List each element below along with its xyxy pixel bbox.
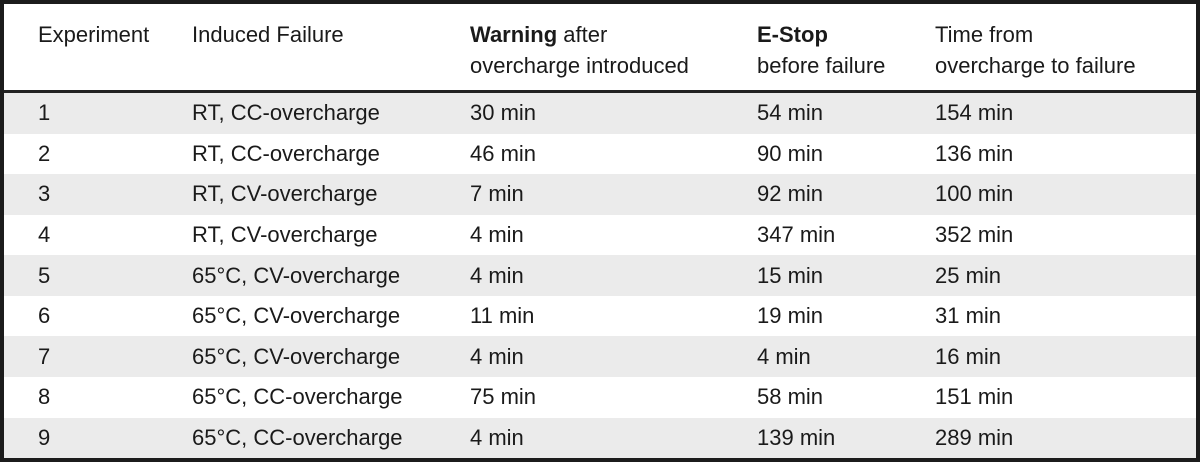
cell-estop: 139 min xyxy=(757,424,836,450)
cell-warning: 4 min xyxy=(470,343,524,369)
cell-estop: 90 min xyxy=(757,140,824,166)
table-row: 6 65°C, CV-overcharge 11 min 19 min 31 m… xyxy=(4,295,1196,337)
cell-time: 136 min xyxy=(935,140,1014,166)
cell-induced-failure: RT, CV-overcharge xyxy=(192,181,378,207)
cell-experiment: 9 xyxy=(38,424,51,450)
cell-warning: 7 min xyxy=(470,181,524,207)
table-body: 1 RT, CC-overcharge 30 min 54 min 154 mi… xyxy=(4,93,1196,458)
cell-experiment: 3 xyxy=(38,181,51,207)
cell-estop: 54 min xyxy=(757,100,824,126)
cell-warning: 75 min xyxy=(470,384,537,410)
cell-time: 154 min xyxy=(935,100,1014,126)
cell-estop: 4 min xyxy=(757,343,811,369)
header-cell-time: Time from overcharge to failure xyxy=(935,19,1196,90)
table-row: 5 65°C, CV-overcharge 4 min 15 min 25 mi… xyxy=(4,255,1196,296)
cell-warning: 4 min xyxy=(470,221,524,247)
cell-induced-failure: 65°C, CC-overcharge xyxy=(192,424,403,450)
cell-estop: 92 min xyxy=(757,181,824,207)
header-label-estop-bold: E-Stop xyxy=(757,22,828,47)
cell-warning: 30 min xyxy=(470,100,537,126)
header-cell-experiment: Experiment xyxy=(38,19,192,90)
header-label-warning-bold: Warning xyxy=(470,22,558,47)
cell-experiment: 4 xyxy=(38,221,51,247)
cell-experiment: 5 xyxy=(38,262,51,288)
cell-warning: 4 min xyxy=(470,424,524,450)
cell-time: 25 min xyxy=(935,262,1002,288)
cell-estop: 15 min xyxy=(757,262,824,288)
table-row: 4 RT, CV-overcharge 4 min 347 min 352 mi… xyxy=(4,214,1196,256)
cell-estop: 347 min xyxy=(757,221,836,247)
header-label-time-line2: overcharge to failure xyxy=(935,53,1136,78)
header-label-experiment: Experiment xyxy=(38,22,150,47)
cell-estop: 58 min xyxy=(757,384,824,410)
table-row: 1 RT, CC-overcharge 30 min 54 min 154 mi… xyxy=(4,93,1196,134)
table-row: 9 65°C, CC-overcharge 4 min 139 min 289 … xyxy=(4,417,1196,458)
cell-time: 151 min xyxy=(935,384,1014,410)
cell-time: 31 min xyxy=(935,303,1002,329)
header-label-induced-failure: Induced Failure xyxy=(192,22,344,47)
cell-experiment: 1 xyxy=(38,100,51,126)
cell-induced-failure: 65°C, CC-overcharge xyxy=(192,384,403,410)
cell-warning: 46 min xyxy=(470,140,537,166)
cell-induced-failure: 65°C, CV-overcharge xyxy=(192,343,401,369)
table-row: 2 RT, CC-overcharge 46 min 90 min 136 mi… xyxy=(4,133,1196,175)
cell-induced-failure: RT, CC-overcharge xyxy=(192,140,380,166)
cell-experiment: 8 xyxy=(38,384,51,410)
cell-experiment: 2 xyxy=(38,140,51,166)
cell-time: 352 min xyxy=(935,221,1014,247)
cell-induced-failure: RT, CV-overcharge xyxy=(192,221,378,247)
cell-time: 289 min xyxy=(935,424,1014,450)
cell-estop: 19 min xyxy=(757,303,824,329)
cell-time: 100 min xyxy=(935,181,1014,207)
cell-induced-failure: RT, CC-overcharge xyxy=(192,100,380,126)
cell-warning: 4 min xyxy=(470,262,524,288)
table-row: 7 65°C, CV-overcharge 4 min 4 min 16 min xyxy=(4,336,1196,377)
header-label-estop-line2: before failure xyxy=(757,53,886,78)
header-cell-estop: E-Stop before failure xyxy=(757,19,935,90)
cell-induced-failure: 65°C, CV-overcharge xyxy=(192,303,401,329)
header-cell-induced-failure: Induced Failure xyxy=(192,19,470,90)
table-row: 3 RT, CV-overcharge 7 min 92 min 100 min xyxy=(4,174,1196,215)
header-row: Experiment Induced Failure Warning after… xyxy=(4,4,1196,93)
header-cell-warning: Warning after overcharge introduced xyxy=(470,19,757,90)
cell-induced-failure: 65°C, CV-overcharge xyxy=(192,262,401,288)
cell-time: 16 min xyxy=(935,343,1002,369)
header-label-time-line1: Time from xyxy=(935,22,1034,47)
cell-experiment: 7 xyxy=(38,343,51,369)
table-row: 8 65°C, CC-overcharge 75 min 58 min 151 … xyxy=(4,376,1196,418)
cell-experiment: 6 xyxy=(38,303,51,329)
cell-warning: 11 min xyxy=(470,303,535,329)
header-label-warning-line2: overcharge introduced xyxy=(470,53,689,78)
header-label-warning-after: after xyxy=(557,22,608,47)
